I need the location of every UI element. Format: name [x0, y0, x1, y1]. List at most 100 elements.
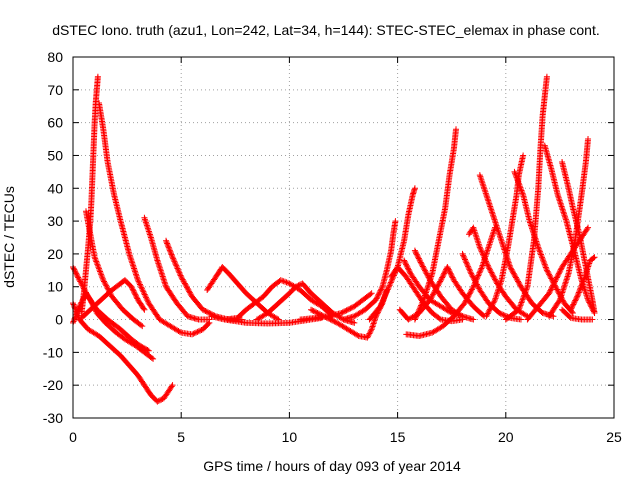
data-point [418, 260, 425, 267]
data-point [421, 266, 428, 273]
data-point [475, 271, 482, 278]
data-point [377, 287, 384, 294]
data-point [577, 285, 584, 292]
data-point [140, 288, 147, 295]
data-point [106, 288, 113, 295]
data-point [103, 282, 110, 289]
x-axis-ticks: 0 5 10 15 20 25 [69, 57, 622, 445]
data-point [367, 291, 374, 298]
data-point [489, 270, 496, 277]
data-point [569, 309, 576, 316]
data-point [513, 174, 520, 181]
data-point [169, 382, 176, 389]
data-point [137, 282, 144, 289]
series-arc-23 [411, 247, 477, 323]
data-point [141, 291, 148, 298]
series-arc-22 [401, 257, 466, 320]
data-point [367, 327, 374, 334]
data-point [384, 286, 391, 293]
plot-frame [72, 56, 615, 419]
data-point [132, 292, 139, 299]
data-point [460, 252, 467, 259]
data-point [201, 307, 208, 314]
data-point [103, 284, 110, 291]
data-point [536, 247, 543, 254]
series-arc-09 [163, 237, 245, 323]
data-point [478, 265, 485, 272]
data-point [175, 266, 182, 273]
data-point [489, 302, 496, 309]
data-point [543, 267, 550, 274]
data-point [521, 292, 528, 299]
data-point [572, 296, 579, 303]
y-axis-ticks: -30 -20 -10 0 10 20 30 40 50 60 70 80 [43, 49, 614, 426]
data-point [463, 260, 470, 267]
data-point [403, 262, 410, 269]
data-point [413, 250, 420, 257]
data-point [101, 279, 108, 286]
data-point [536, 248, 543, 255]
data-point [174, 265, 181, 272]
data-point [469, 285, 476, 292]
data-point [283, 279, 290, 286]
data-point [92, 257, 99, 264]
y-tick-label: -10 [43, 344, 63, 360]
data-point [73, 308, 80, 315]
data-point [182, 281, 189, 288]
data-point [544, 268, 551, 275]
data-point [499, 311, 506, 318]
data-point [517, 300, 524, 307]
data-point [543, 73, 550, 80]
y-tick-label: 50 [47, 147, 63, 163]
data-point [540, 257, 547, 264]
data-point [150, 355, 157, 362]
data-point [478, 248, 485, 255]
data-point [519, 298, 526, 305]
data-point [541, 261, 548, 268]
data-point [415, 309, 422, 316]
data-point [295, 282, 302, 289]
data-point [376, 290, 383, 297]
data-point [448, 271, 455, 278]
data-point [416, 305, 423, 312]
data-point [327, 316, 334, 323]
data-point [479, 249, 486, 256]
data-point [546, 288, 553, 295]
data-point [566, 313, 573, 320]
series-arc-06 [82, 208, 146, 330]
data-point [172, 259, 179, 266]
data-point [446, 267, 453, 274]
data-point [418, 301, 425, 308]
data-point [92, 255, 99, 262]
data-point [512, 273, 519, 280]
data-point [134, 295, 141, 302]
y-tick-label: 0 [55, 312, 63, 328]
data-point [294, 283, 301, 290]
data-point [486, 265, 493, 272]
data-point [380, 296, 387, 303]
data-point [94, 73, 101, 80]
series-arc-08 [141, 214, 213, 323]
data-point [170, 255, 177, 262]
data-point [425, 274, 432, 281]
data-point [471, 277, 478, 284]
data-point [488, 303, 495, 310]
data-point [576, 286, 583, 293]
series-arc-33 [546, 136, 592, 320]
data-point [132, 291, 139, 298]
data-point [486, 306, 493, 313]
data-point [553, 275, 560, 282]
data-point [129, 286, 136, 293]
data-point [422, 268, 429, 275]
data-point [474, 273, 481, 280]
data-point [424, 273, 431, 280]
data-point [107, 290, 114, 297]
data-point [496, 309, 503, 316]
data-point [379, 299, 386, 306]
data-point [574, 293, 581, 300]
data-point [453, 126, 460, 133]
data-point [554, 286, 561, 293]
data-point [94, 261, 101, 268]
data-point [508, 266, 515, 273]
data-point [332, 319, 339, 326]
